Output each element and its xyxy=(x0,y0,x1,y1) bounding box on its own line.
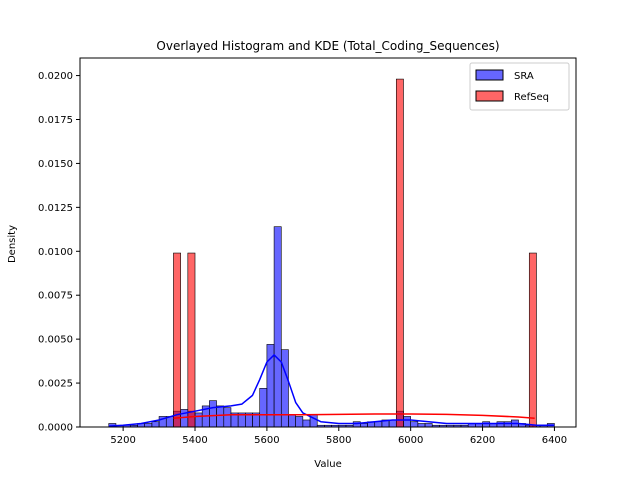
bar-refseq-2 xyxy=(395,78,404,428)
x-axis-title: Value xyxy=(314,459,341,470)
bar-sra-23 xyxy=(273,226,282,428)
kde-line-refseq xyxy=(173,413,535,419)
y-tick-label-2: 0.0050 xyxy=(38,335,73,346)
x-tick-label-2: 5600 xyxy=(254,435,279,446)
bar-sra-25 xyxy=(288,414,296,428)
bar-sra-12 xyxy=(194,412,203,428)
bar-sra-54 xyxy=(496,421,505,428)
legend-swatch-sra xyxy=(475,69,504,81)
bar-sra-43 xyxy=(417,423,426,428)
y-tick-label-1: 0.0025 xyxy=(38,379,73,390)
x-tick-label-4: 6000 xyxy=(398,435,423,446)
bar-sra-14 xyxy=(209,400,217,428)
bar-sra-52 xyxy=(482,421,491,428)
legend: SRA RefSeq xyxy=(469,62,570,111)
bar-refseq-1 xyxy=(187,252,196,428)
bar-sra-37 xyxy=(374,421,383,428)
bar-refseq-3 xyxy=(528,252,537,428)
bar-sra-39 xyxy=(388,419,397,428)
y-tick-label-4: 0.0100 xyxy=(38,247,73,258)
legend-label-sra: SRA xyxy=(514,71,534,82)
legend-label-refseq: RefSeq xyxy=(514,92,549,103)
bar-sra-6 xyxy=(151,421,160,428)
bar-sra-21 xyxy=(259,388,268,428)
x-tick-label-1: 5400 xyxy=(182,435,207,446)
bar-sra-16 xyxy=(223,407,232,428)
bar-sra-44 xyxy=(424,423,433,428)
chart-title: Overlayed Histogram and KDE (Total_Codin… xyxy=(156,39,499,53)
bar-sra-26 xyxy=(295,416,304,428)
bar-sra-15 xyxy=(216,405,225,428)
y-tick-label-3: 0.0075 xyxy=(38,291,73,302)
x-tick-label-3: 5800 xyxy=(326,435,351,446)
axes: 5200 5400 5600 5800 6000 6200 6400 0.0000 0.0025… xyxy=(38,57,577,446)
bar-sra-27 xyxy=(302,419,311,428)
axes-frame xyxy=(79,57,577,428)
y-tick-label-5: 0.0125 xyxy=(38,203,73,214)
bar-sra-41 xyxy=(403,416,411,428)
y-tick-label-0: 0.0000 xyxy=(38,423,73,434)
y-tick-label-8: 0.0200 xyxy=(38,71,73,82)
bar-sra-35 xyxy=(360,423,368,428)
x-tick-label-5: 6200 xyxy=(470,435,495,446)
y-axis-title: Density xyxy=(7,225,18,263)
y-tick-label-6: 0.0150 xyxy=(38,159,73,170)
x-tick-label-6: 6400 xyxy=(542,435,567,446)
legend-swatch-refseq xyxy=(475,90,504,102)
x-tick-label-0: 5200 xyxy=(110,435,135,446)
bar-sra-5 xyxy=(144,423,153,428)
y-tick-label-7: 0.0175 xyxy=(38,115,73,126)
bar-sra-42 xyxy=(410,421,419,428)
bar-refseq-0 xyxy=(173,252,181,428)
kde-line-sra xyxy=(108,354,555,427)
bar-sra-55 xyxy=(503,421,512,428)
